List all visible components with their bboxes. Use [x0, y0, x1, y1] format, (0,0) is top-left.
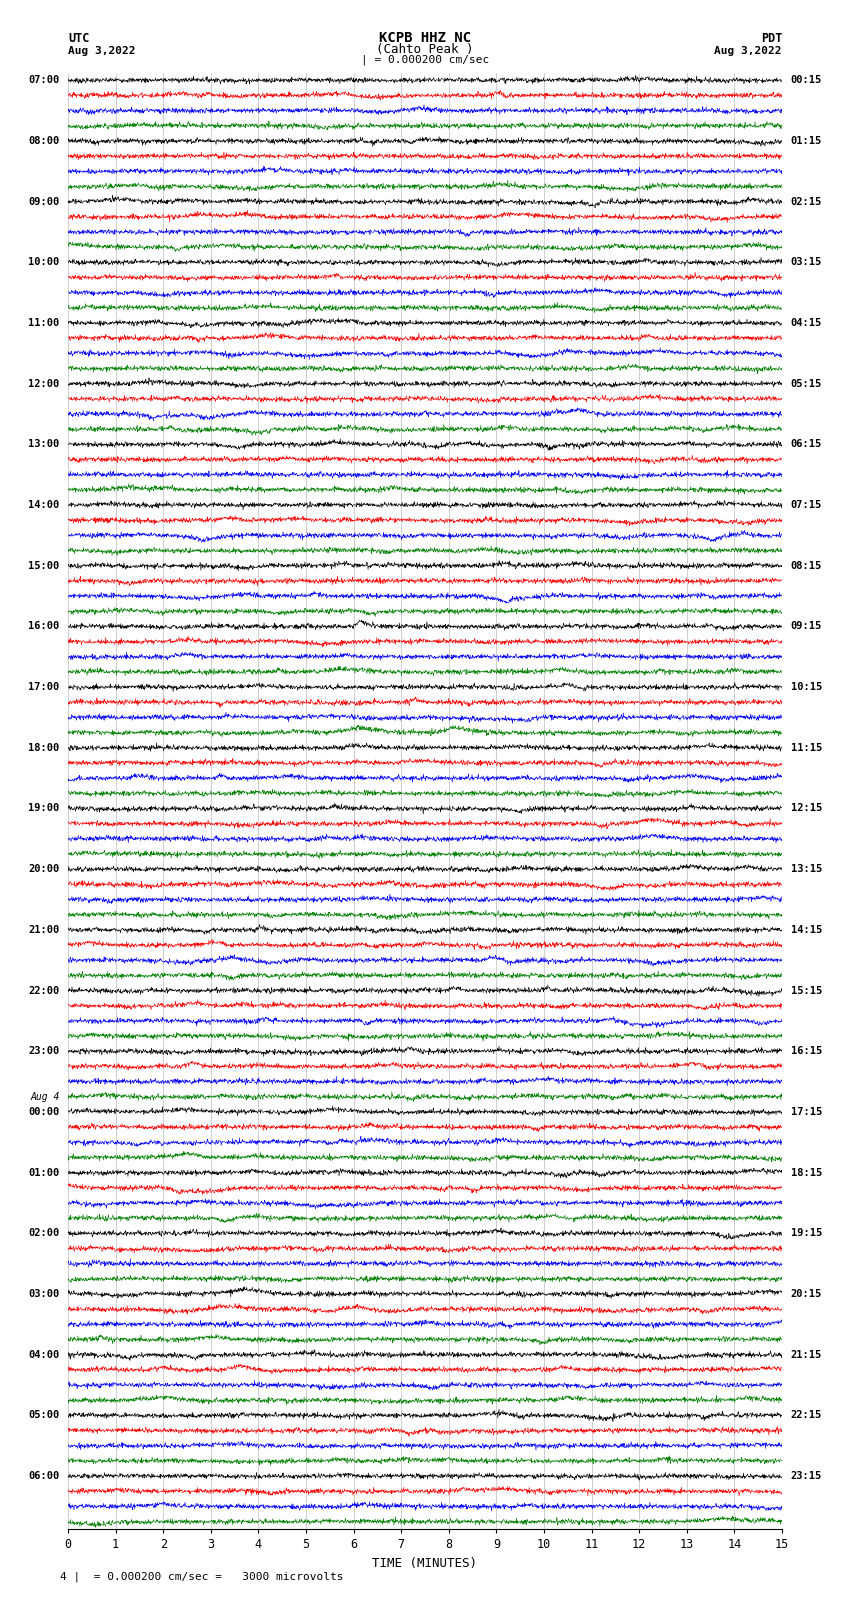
Text: | = 0.000200 cm/sec: | = 0.000200 cm/sec	[361, 55, 489, 65]
Text: 01:15: 01:15	[790, 135, 822, 145]
Text: 4 |  = 0.000200 cm/sec =   3000 microvolts: 4 | = 0.000200 cm/sec = 3000 microvolts	[60, 1571, 343, 1582]
Text: 12:15: 12:15	[790, 803, 822, 813]
X-axis label: TIME (MINUTES): TIME (MINUTES)	[372, 1557, 478, 1569]
Text: 15:15: 15:15	[790, 986, 822, 995]
Text: 15:00: 15:00	[28, 561, 60, 571]
Text: 08:00: 08:00	[28, 135, 60, 145]
Text: (Cahto Peak ): (Cahto Peak )	[377, 42, 473, 56]
Text: 07:15: 07:15	[790, 500, 822, 510]
Text: 05:15: 05:15	[790, 379, 822, 389]
Text: 01:00: 01:00	[28, 1168, 60, 1177]
Text: 00:00: 00:00	[28, 1107, 60, 1116]
Text: 13:00: 13:00	[28, 439, 60, 450]
Text: 05:00: 05:00	[28, 1410, 60, 1421]
Text: 21:15: 21:15	[790, 1350, 822, 1360]
Text: PDT: PDT	[761, 32, 782, 45]
Text: 03:00: 03:00	[28, 1289, 60, 1298]
Text: 19:15: 19:15	[790, 1227, 822, 1239]
Text: 13:15: 13:15	[790, 865, 822, 874]
Text: 02:15: 02:15	[790, 197, 822, 206]
Text: 07:00: 07:00	[28, 76, 60, 85]
Text: 18:00: 18:00	[28, 742, 60, 753]
Text: 10:15: 10:15	[790, 682, 822, 692]
Text: UTC: UTC	[68, 32, 89, 45]
Text: 17:00: 17:00	[28, 682, 60, 692]
Text: 14:15: 14:15	[790, 924, 822, 936]
Text: 20:00: 20:00	[28, 865, 60, 874]
Text: Aug 4: Aug 4	[30, 1092, 60, 1102]
Text: 03:15: 03:15	[790, 256, 822, 268]
Text: 12:00: 12:00	[28, 379, 60, 389]
Text: 20:15: 20:15	[790, 1289, 822, 1298]
Text: Aug 3,2022: Aug 3,2022	[68, 45, 135, 56]
Text: KCPB HHZ NC: KCPB HHZ NC	[379, 31, 471, 45]
Text: 11:00: 11:00	[28, 318, 60, 327]
Text: 16:00: 16:00	[28, 621, 60, 631]
Text: 14:00: 14:00	[28, 500, 60, 510]
Text: 00:15: 00:15	[790, 76, 822, 85]
Text: 17:15: 17:15	[790, 1107, 822, 1116]
Text: 06:00: 06:00	[28, 1471, 60, 1481]
Text: 06:15: 06:15	[790, 439, 822, 450]
Text: 02:00: 02:00	[28, 1227, 60, 1239]
Text: 18:15: 18:15	[790, 1168, 822, 1177]
Text: 23:00: 23:00	[28, 1047, 60, 1057]
Text: 04:00: 04:00	[28, 1350, 60, 1360]
Text: 22:00: 22:00	[28, 986, 60, 995]
Text: 16:15: 16:15	[790, 1047, 822, 1057]
Text: 08:15: 08:15	[790, 561, 822, 571]
Text: 09:00: 09:00	[28, 197, 60, 206]
Text: 04:15: 04:15	[790, 318, 822, 327]
Text: 11:15: 11:15	[790, 742, 822, 753]
Text: 21:00: 21:00	[28, 924, 60, 936]
Text: 22:15: 22:15	[790, 1410, 822, 1421]
Text: 10:00: 10:00	[28, 256, 60, 268]
Text: 09:15: 09:15	[790, 621, 822, 631]
Text: 19:00: 19:00	[28, 803, 60, 813]
Text: 23:15: 23:15	[790, 1471, 822, 1481]
Text: Aug 3,2022: Aug 3,2022	[715, 45, 782, 56]
